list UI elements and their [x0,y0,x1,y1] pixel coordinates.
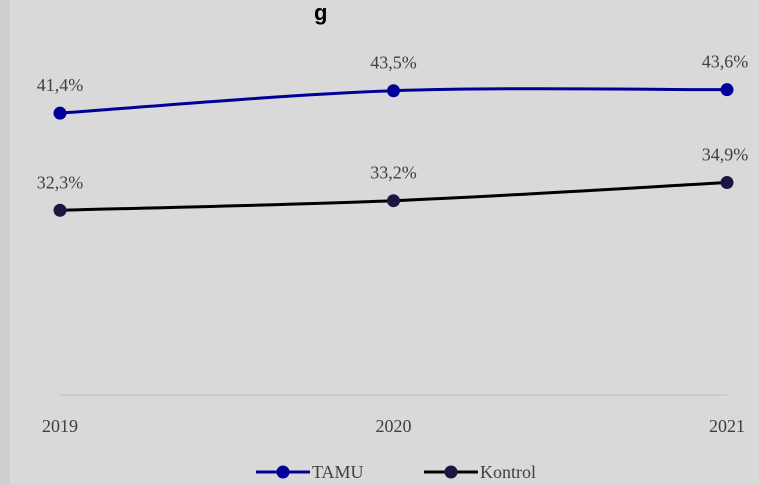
data-point-kontrol-2021 [720,176,734,190]
data-label-kontrol-2021: 34,9% [702,145,749,165]
data-point-tamu-2020 [387,84,400,98]
legend-label-tamu: TAMU [312,462,364,482]
data-point-kontrol-2020 [387,194,400,208]
series-kontrol: 32,3% 33,2% 34,9% [37,145,749,217]
chart-title-fragment: g [314,0,327,25]
legend: TAMU Kontrol [256,462,536,482]
series-layer: 41,4% 43,5% 43,6% 32,3% 33,2% 34,9% [37,52,749,217]
data-label-tamu-2021: 43,6% [702,52,749,72]
data-label-kontrol-2020: 33,2% [370,163,417,183]
x-tick-label-2021: 2021 [709,416,745,436]
data-point-tamu-2019 [53,106,67,120]
x-axis-ticks: 2019 2020 2021 [42,416,745,436]
legend-marker-kontrol [444,465,458,479]
data-label-tamu-2019: 41,4% [37,75,84,95]
data-point-tamu-2021 [720,83,734,97]
data-point-kontrol-2019 [53,203,67,217]
series-tamu: 41,4% 43,5% 43,6% [37,52,749,120]
data-label-tamu-2020: 43,5% [370,53,417,73]
chart-left-edge [0,0,10,485]
x-tick-label-2019: 2019 [42,416,78,436]
legend-label-kontrol: Kontrol [480,462,536,482]
x-tick-label-2020: 2020 [376,416,412,436]
legend-marker-tamu [276,465,290,479]
data-label-kontrol-2019: 32,3% [37,172,84,192]
